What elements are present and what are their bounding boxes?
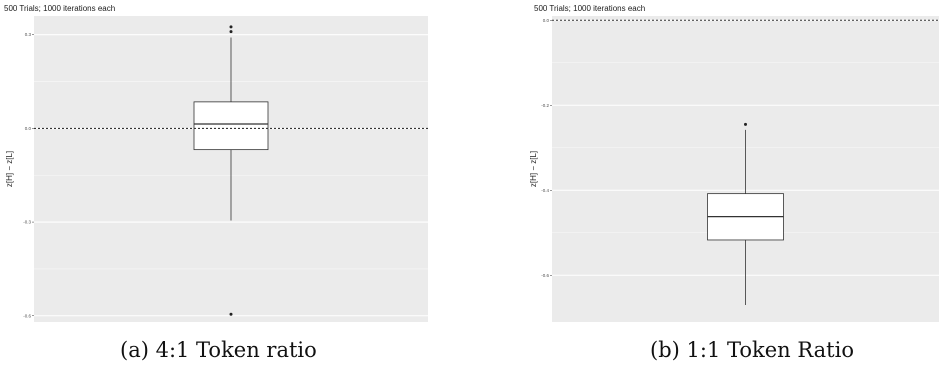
boxplot-chart-a: -0.6 -0.3 0.0 0.3 z[H] − z[L] bbox=[5, 16, 428, 322]
outlier-point bbox=[229, 25, 233, 29]
boxplot-chart-b: -0.6 -0.4 -0.2 0.0 z[H] − z[L] bbox=[529, 16, 939, 322]
y-tick-label: -0.3 bbox=[23, 220, 31, 225]
chart-title-a: 500 Trials; 1000 iterations each bbox=[4, 4, 116, 13]
chart-title-b: 500 Trials; 1000 iterations each bbox=[534, 4, 646, 13]
outlier-point bbox=[229, 312, 233, 316]
y-axis-label: z[H] − z[L] bbox=[529, 151, 538, 187]
y-tick-label: 0.0 bbox=[543, 18, 550, 23]
chart-panel-b: 500 Trials; 1000 iterations each -0.6 -0.… bbox=[520, 0, 943, 377]
y-tick-label: 0.3 bbox=[25, 32, 32, 37]
outlier-point bbox=[229, 30, 233, 34]
chart-panel-a: 500 Trials; 1000 iterations each -0.6 -0.… bbox=[0, 0, 440, 377]
y-tick-label: -0.6 bbox=[23, 313, 31, 318]
y-tick-label: 0.0 bbox=[25, 126, 32, 131]
y-tick-label: -0.2 bbox=[541, 103, 549, 108]
outlier-point bbox=[744, 122, 747, 126]
box-iqr bbox=[193, 101, 269, 151]
caption-b: (b) 1:1 Token Ratio bbox=[650, 338, 854, 362]
y-tick-label: -0.6 bbox=[541, 273, 549, 278]
y-axis-label: z[H] − z[L] bbox=[5, 151, 14, 187]
caption-a: (a) 4:1 Token ratio bbox=[120, 338, 317, 362]
y-tick-label: -0.4 bbox=[541, 188, 549, 193]
